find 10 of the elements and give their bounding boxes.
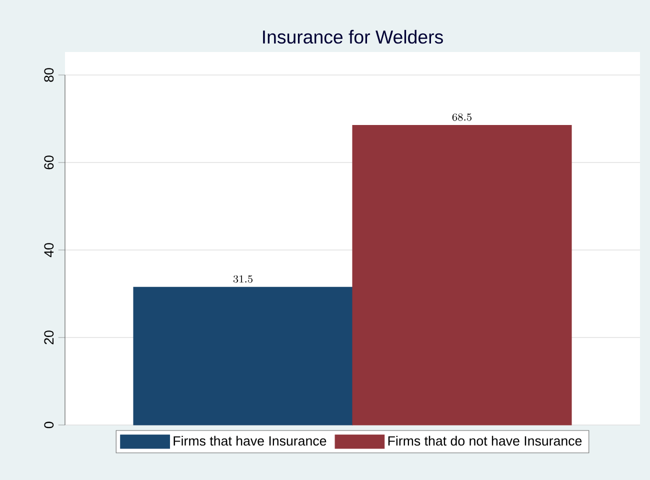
- y-tick-label: 20: [44, 330, 54, 344]
- y-tick-label: 0: [44, 422, 54, 428]
- legend-label: Firms that have Insurance: [174, 436, 326, 446]
- y-tick-label: 40: [44, 243, 54, 258]
- chart-title: Insurance for Welders: [263, 30, 443, 44]
- y-tick-label: 80: [44, 68, 54, 82]
- y-tick-label: 60: [44, 156, 54, 170]
- data-label: 68.5: [452, 114, 472, 121]
- legend-label: Firms that do not have Insurance: [388, 436, 582, 446]
- data-label: 31 .5: [233, 275, 252, 283]
